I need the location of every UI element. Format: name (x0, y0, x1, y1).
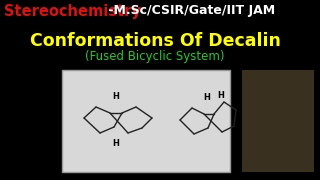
Text: -M.Sc/CSIR/Gate/IIT JAM: -M.Sc/CSIR/Gate/IIT JAM (104, 4, 275, 17)
FancyBboxPatch shape (62, 70, 230, 172)
Text: H: H (113, 139, 119, 148)
Text: H: H (113, 92, 119, 101)
Text: Stereochemistry: Stereochemistry (4, 4, 141, 19)
Text: Conformations Of Decalin: Conformations Of Decalin (29, 32, 280, 50)
Text: H: H (204, 93, 211, 102)
Text: H: H (218, 91, 224, 100)
FancyBboxPatch shape (242, 70, 314, 172)
Text: (Fused Bicyclic System): (Fused Bicyclic System) (85, 50, 225, 63)
